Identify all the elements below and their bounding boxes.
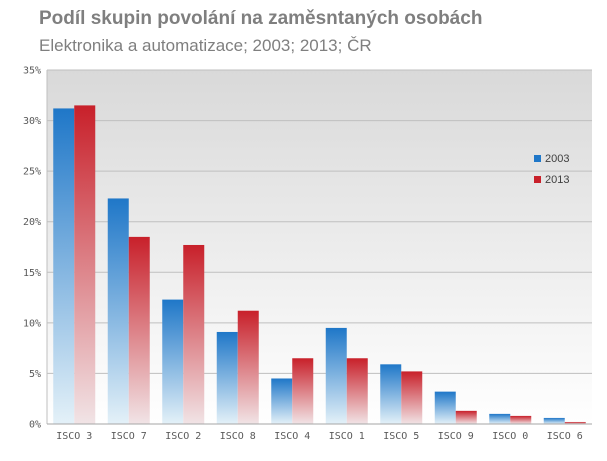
bar-2003-isco-2: [162, 299, 184, 424]
bar-2013-isco-0: [510, 415, 532, 424]
bar-2003-isco-5: [380, 364, 402, 424]
y-axis: 0% 5% 10% 15% 20% 25% 30% 35%: [23, 66, 48, 431]
bar-2003-isco-4: [271, 378, 293, 424]
bars: [53, 105, 586, 425]
x-tick-label: ISCO 4: [274, 431, 310, 442]
legend-swatch-2003: [534, 155, 541, 162]
bar-2003-isco-3: [53, 108, 75, 424]
y-tick-label: 30%: [23, 116, 41, 127]
x-tick-label: ISCO 6: [547, 431, 583, 442]
bar-2013-isco-9: [455, 410, 477, 424]
legend-swatch-2013: [534, 176, 541, 183]
y-tick-label: 5%: [29, 369, 41, 380]
y-tick-label: 0%: [29, 420, 41, 431]
bar-2013-isco-3: [74, 105, 96, 425]
bar-2013-isco-6: [564, 421, 586, 424]
bar-2013-isco-5: [401, 371, 423, 424]
x-tick-label: ISCO 5: [383, 431, 419, 442]
bar-2003-isco-8: [216, 331, 238, 424]
legend-label: 2013: [545, 174, 569, 186]
bar-2003-isco-9: [434, 391, 456, 424]
x-tick-label: ISCO 7: [111, 431, 147, 442]
x-tick-label: ISCO 8: [220, 431, 256, 442]
bar-2013-isco-4: [292, 358, 314, 424]
y-tick-label: 10%: [23, 318, 41, 329]
y-tick-label: 25%: [23, 167, 41, 178]
chart-subtitle: Elektronika a automatizace; 2003; 2013; …: [39, 36, 372, 55]
bar-2013-isco-1: [346, 358, 368, 424]
chart-title: Podíl skupin povolání na zaměsntaných os…: [39, 8, 483, 29]
bar-2013-isco-8: [237, 310, 259, 424]
x-axis: ISCO 3 ISCO 7 ISCO 2 ISCO 8 ISCO 4 ISCO 1 ISCO…: [47, 423, 592, 442]
x-tick-label: ISCO 2: [165, 431, 201, 442]
x-tick-label: ISCO 0: [492, 431, 528, 442]
x-tick-label: ISCO 9: [438, 431, 474, 442]
bar-2003-isco-1: [325, 327, 347, 424]
bar-2003-isco-0: [489, 413, 511, 424]
y-tick-label: 35%: [23, 66, 41, 77]
x-tick-label: ISCO 3: [56, 431, 92, 442]
x-tick-label: ISCO 1: [329, 431, 365, 442]
bar-2003-isco-6: [543, 417, 565, 424]
legend-label: 2003: [545, 153, 569, 165]
y-tick-label: 20%: [23, 217, 41, 228]
y-tick-label: 15%: [23, 268, 41, 279]
bar-2013-isco-7: [128, 236, 150, 424]
bar-2013-isco-2: [183, 244, 205, 424]
legend: 2003 2013: [534, 153, 569, 186]
bar-2003-isco-7: [107, 198, 129, 424]
